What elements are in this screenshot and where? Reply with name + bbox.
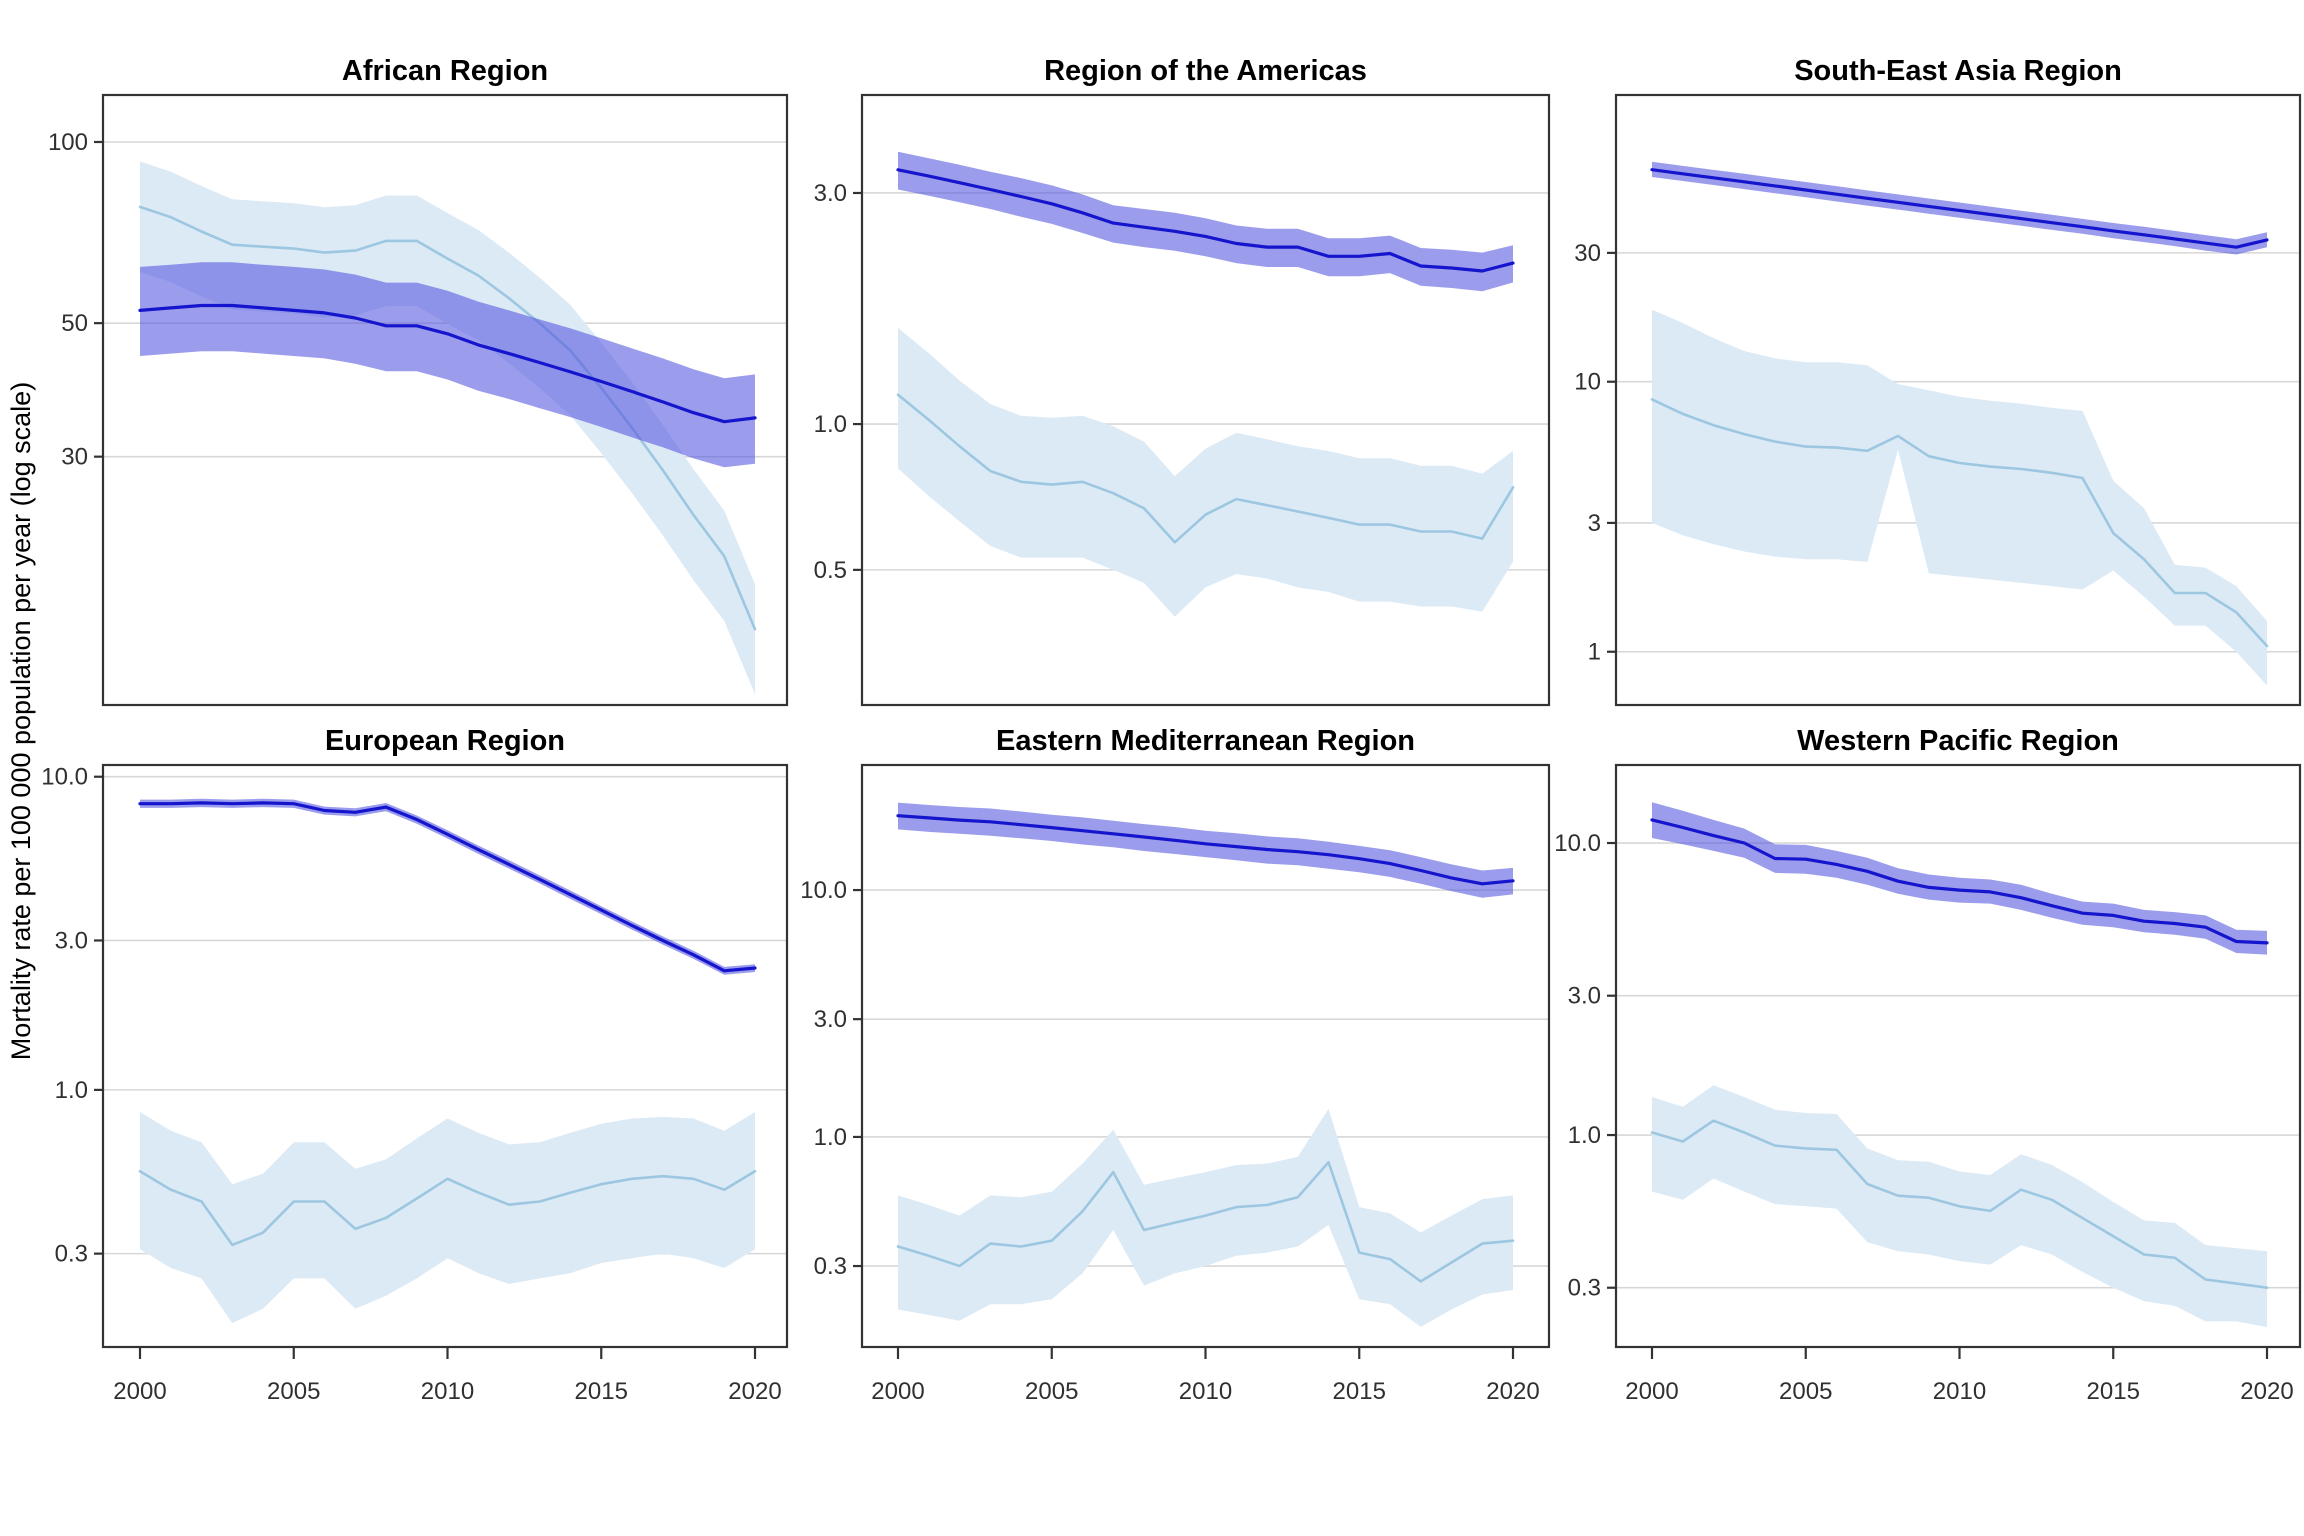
y-tick-label: 3.0	[1568, 983, 1601, 1010]
line-light-blue	[1650, 398, 2269, 648]
ribbon-light-blue	[898, 327, 1513, 617]
line-light-blue	[896, 393, 1515, 544]
x-tick-label: 2015	[575, 1378, 628, 1405]
panel-border	[101, 763, 789, 1349]
y-tick-label: 1.0	[814, 411, 847, 438]
ribbon-dark-blue	[140, 262, 755, 468]
x-tick-label: 2005	[1779, 1378, 1832, 1405]
line-light-blue	[138, 205, 757, 631]
facet-title: Eastern Mediterranean Region	[996, 725, 1415, 757]
facet-title: South-East Asia Region	[1794, 55, 2122, 87]
panel-series-area	[138, 161, 757, 694]
y-axis-title: Mortality rate per 100 000 population pe…	[6, 382, 36, 1060]
y-tick-label: 0.3	[814, 1253, 847, 1280]
line-dark-blue	[138, 801, 757, 973]
y-tick-label: 1.0	[55, 1077, 88, 1104]
panel-border	[860, 93, 1551, 707]
x-tick-label: 2020	[2240, 1378, 2293, 1405]
y-tick-label: 1.0	[1568, 1122, 1601, 1149]
y-tick-label: 10.0	[800, 877, 847, 904]
line-dark-blue	[138, 303, 757, 424]
facet-title: Western Pacific Region	[1797, 725, 2119, 757]
y-tick-label: 10	[1574, 369, 1601, 396]
ribbon-light-blue	[140, 1112, 755, 1324]
y-tick-label: 30	[61, 444, 88, 471]
line-dark-blue	[896, 168, 1515, 273]
panel-series-area	[1650, 802, 2269, 1328]
y-tick-label: 3	[1588, 510, 1601, 537]
line-light-blue	[138, 1169, 757, 1247]
y-tick-label: 30	[1574, 240, 1601, 267]
x-tick-label: 2005	[267, 1378, 320, 1405]
facet-title: European Region	[325, 725, 565, 757]
x-tick-label: 2010	[1933, 1378, 1986, 1405]
line-light-blue	[1650, 1119, 2269, 1289]
panel-series-area	[138, 798, 757, 1324]
x-tick-label: 2015	[1333, 1378, 1386, 1405]
line-dark-blue	[1650, 168, 2269, 249]
y-tick-label: 0.3	[55, 1241, 88, 1268]
facet-title: African Region	[342, 55, 548, 87]
panel-african-region: African Region 100 50 30	[48, 55, 789, 707]
x-tick-label: 2000	[1625, 1378, 1678, 1405]
panel-south-east-asia-region: South-East Asia Region 30 10 3 1	[1574, 55, 2302, 707]
ribbon-light-blue	[1652, 309, 2267, 686]
line-light-blue	[896, 1160, 1515, 1283]
panel-european-region: European Region 10.0 3.0 1.0 0.3 2000 2005 2010…	[41, 725, 789, 1405]
panel-eastern-mediterranean-region: Eastern Mediterranean Region 10.0 3.0 1.0 0.…	[800, 725, 1551, 1405]
y-tick-label: 10.0	[41, 764, 88, 791]
y-tick-label: 3.0	[814, 180, 847, 207]
x-tick-label: 2010	[421, 1378, 474, 1405]
x-tick-label: 2020	[728, 1378, 781, 1405]
y-tick-label: 3.0	[55, 927, 88, 954]
panel-series-area	[896, 151, 1515, 617]
panel-region-of-the-americas: Region of the Americas 3.0 1.0 0.5	[814, 55, 1551, 707]
y-tick-label: 3.0	[814, 1006, 847, 1033]
panel-border	[1614, 763, 2302, 1349]
panels-layer: African Region 100 50 30 Region of the Ameri…	[41, 55, 2302, 1405]
y-tick-label: 1	[1588, 639, 1601, 666]
x-tick-label: 2000	[871, 1378, 924, 1405]
panel-border	[101, 93, 789, 707]
panel-series-area	[1650, 161, 2269, 686]
x-tick-label: 2010	[1179, 1378, 1232, 1405]
facet-title: Region of the Americas	[1044, 55, 1367, 87]
x-tick-label: 2000	[113, 1378, 166, 1405]
ribbon-light-blue	[898, 1108, 1513, 1327]
y-tick-label: 0.5	[814, 557, 847, 584]
panel-western-pacific-region: Western Pacific Region 10.0 3.0 1.0 0.3 2000 2…	[1554, 725, 2302, 1405]
panel-series-area	[896, 802, 1515, 1327]
y-tick-label: 0.3	[1568, 1275, 1601, 1302]
y-tick-label: 100	[48, 129, 88, 156]
y-tick-label: 10.0	[1554, 830, 1601, 857]
line-dark-blue	[896, 814, 1515, 886]
x-tick-label: 2015	[2087, 1378, 2140, 1405]
panel-border	[1614, 93, 2302, 707]
x-tick-label: 2020	[1486, 1378, 1539, 1405]
y-tick-label: 1.0	[814, 1124, 847, 1151]
x-tick-label: 2005	[1025, 1378, 1078, 1405]
line-dark-blue	[1650, 818, 2269, 945]
y-tick-label: 50	[61, 310, 88, 337]
